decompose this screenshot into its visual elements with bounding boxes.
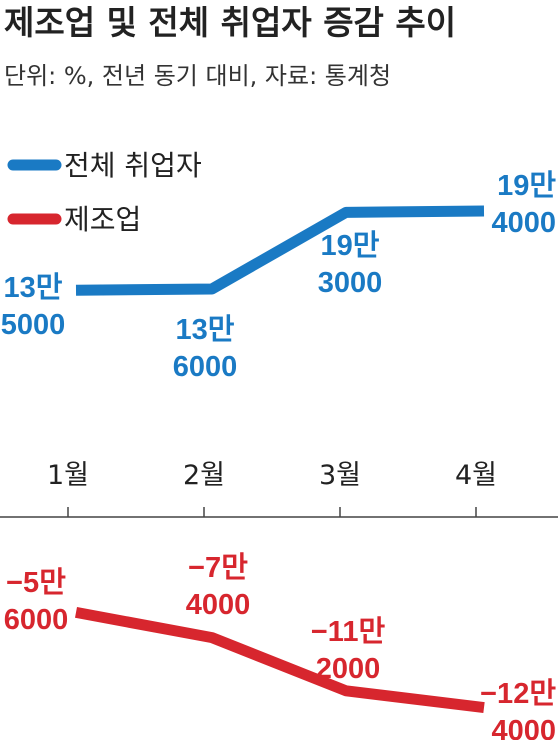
data-label: 6000 (173, 351, 238, 383)
series-line (74, 606, 485, 714)
series-manufacturing (74, 606, 485, 714)
x-tick-label: 4월 (455, 460, 497, 491)
data-label: 4000 (491, 715, 556, 740)
data-label: 5000 (1, 309, 66, 341)
legend-label-total: 전체 취업자 (64, 149, 202, 182)
chart-subtitle: 단위: %, 전년 동기 대비, 자료: 통계청 (4, 62, 391, 90)
legend-label-manufacturing: 제조업 (64, 203, 141, 236)
series-line (75, 205, 485, 296)
legend: 전체 취업자 제조업 (7, 149, 202, 236)
data-label: 13만 (4, 271, 63, 304)
data-label: 4000 (491, 207, 556, 239)
data-label: 2000 (316, 653, 381, 685)
data-label: −5만 (6, 566, 66, 599)
data-label: −7만 (188, 551, 248, 584)
data-label: 13만 (176, 313, 235, 346)
data-label: 19만 (497, 169, 556, 202)
series-total-employment (75, 205, 485, 296)
data-label: 6000 (4, 604, 69, 636)
data-label: 4000 (186, 589, 251, 621)
x-tick-label: 2월 (183, 460, 225, 491)
x-tick-label: 3월 (319, 460, 361, 491)
data-label: −11만 (311, 615, 386, 648)
data-label: 19만 (321, 229, 380, 262)
chart-title: 제조업 및 전체 취업자 증감 추이 (4, 3, 456, 42)
data-label: 3000 (318, 267, 383, 299)
x-axis: 1월 2월 3월 4월 (0, 460, 558, 518)
x-tick-label: 1월 (47, 460, 89, 491)
data-label: −12만 (480, 677, 556, 710)
